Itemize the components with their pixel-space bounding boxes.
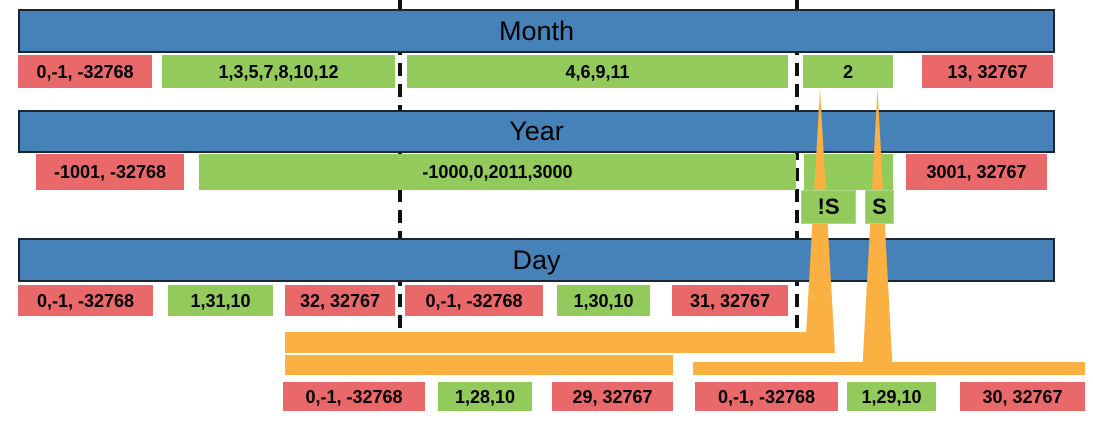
day30-invalid-low-class: 0,-1, -32768: [405, 285, 543, 316]
month-invalid-low-class: 0,-1, -32768: [18, 55, 152, 88]
month-valid-31day-class: 1,3,5,7,8,10,12: [162, 55, 395, 88]
year-invalid-high-class: 3001, 32767: [906, 154, 1047, 190]
month-valid-30day-class: 4,6,9,11: [407, 55, 788, 88]
day31-invalid-high-class: 32, 32767: [285, 285, 395, 316]
day30-invalid-high-class: 31, 32767: [672, 285, 788, 316]
non-leap-group-bar: [285, 355, 673, 375]
feb28-invalid-low-class: 0,-1, -32768: [283, 382, 425, 411]
year-bar-label: Year: [509, 116, 564, 146]
day30-valid-class: 1,30,10: [557, 285, 650, 316]
feb28-valid-class: 1,28,10: [438, 382, 532, 411]
day-bar-label: Day: [512, 244, 561, 275]
feb28-invalid-high-class: 29, 32767: [552, 382, 673, 411]
partition-divider-right: [795, 0, 799, 329]
year-valid-class: -1000,0,2011,3000: [199, 154, 796, 190]
non-leap-year-flag: !S: [801, 190, 856, 224]
year-invalid-low-class: -1001, -32768: [36, 154, 184, 190]
day-bar: Day: [18, 238, 1055, 282]
leap-year-flag: S: [865, 190, 894, 224]
month-bar: Month: [18, 9, 1055, 53]
month-invalid-high-class: 13, 32767: [922, 55, 1053, 88]
year-bar: Year: [18, 110, 1055, 153]
day31-invalid-low-class: 0,-1, -32768: [18, 285, 153, 316]
feb29-valid-class: 1,29,10: [847, 382, 936, 411]
month-valid-february-class: 2: [803, 55, 893, 88]
feb29-invalid-high-class: 30, 32767: [960, 382, 1085, 411]
month-bar-label: Month: [498, 15, 575, 46]
leap-group-bar: [693, 362, 1085, 375]
feb29-invalid-low-class: 0,-1, -32768: [695, 382, 838, 411]
non-leap-connector-run: [285, 332, 834, 353]
day31-valid-class: 1,31,10: [168, 285, 273, 316]
